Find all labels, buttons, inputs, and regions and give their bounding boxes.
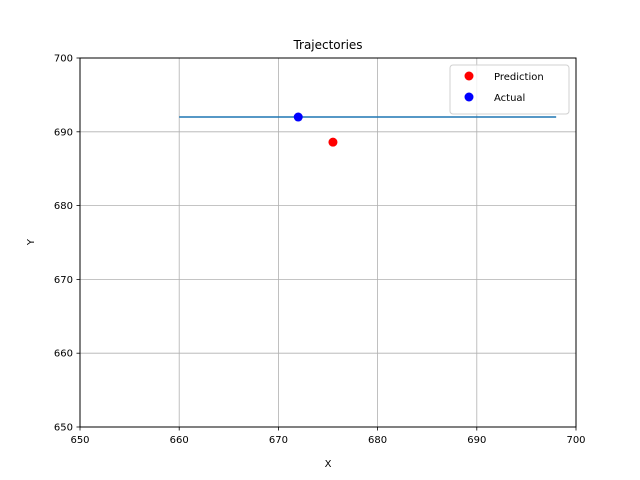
chart-title: Trajectories [292, 38, 362, 52]
legend-label: Actual [494, 93, 525, 104]
y-axis-label: Y [26, 238, 37, 246]
y-tick-label: 670 [54, 275, 73, 286]
actual-point [293, 112, 303, 122]
x-tick-label: 700 [566, 435, 585, 446]
x-tick-label: 670 [269, 435, 288, 446]
plot-data [179, 112, 557, 147]
x-tick-label: 680 [368, 435, 387, 446]
y-tick-label: 660 [54, 349, 73, 360]
y-tick-label: 690 [54, 127, 73, 138]
y-tick-label: 650 [54, 423, 73, 434]
axis-ticks: 650 660 670 680 690 700 650 660 670 680 690 700 [54, 54, 586, 447]
grid [79, 57, 577, 428]
x-tick-label: 690 [467, 435, 486, 446]
plot-frame [79, 57, 577, 428]
x-axis-label: X [325, 459, 332, 470]
x-tick-label: 660 [170, 435, 189, 446]
legend-marker [464, 71, 474, 81]
legend-box [449, 64, 570, 115]
prediction-point [328, 137, 338, 147]
y-tick-label: 680 [54, 201, 73, 212]
y-tick-label: 700 [54, 54, 73, 65]
legend-label: Prediction [494, 72, 544, 83]
legend: Prediction Actual [449, 64, 570, 115]
legend-marker [464, 92, 474, 102]
x-tick-label: 650 [70, 435, 89, 446]
